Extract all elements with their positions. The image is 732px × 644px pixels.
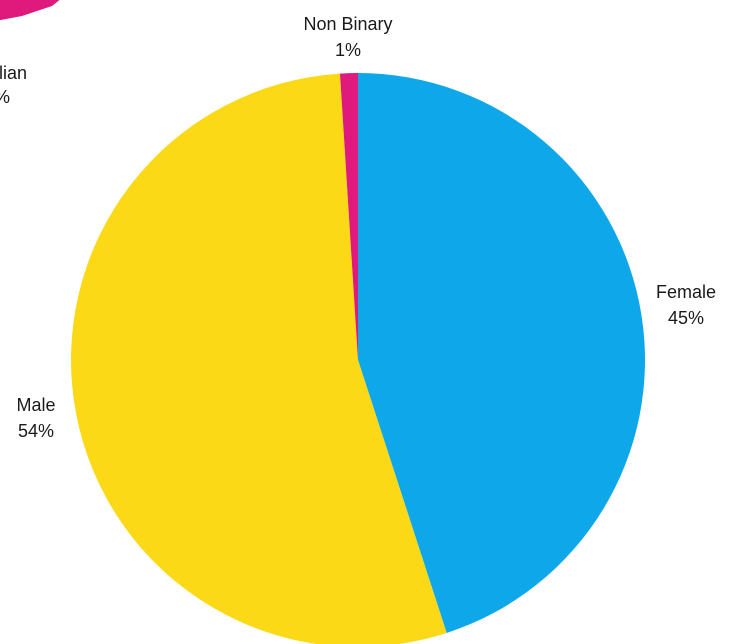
pie-slice-non-binary (339, 73, 358, 360)
slice-percent-label: 45% (668, 308, 704, 328)
partial-percent-label: % (0, 87, 10, 107)
slice-category-label: Male (16, 395, 55, 415)
slice-percent-label: 1% (335, 40, 361, 60)
pie-slice-male (71, 73, 447, 644)
slice-category-label: Female (656, 282, 716, 302)
slice-labels: Female 45% Male 54% Non Binary 1% (16, 14, 716, 441)
pie-slice-female (358, 73, 646, 633)
partial-pie-slice (0, 0, 60, 21)
slice-percent-label: 54% (18, 421, 54, 441)
partial-category-label: alian (0, 63, 27, 83)
slice-category-label: Non Binary (303, 14, 392, 34)
partial-chart-label: alian % (0, 63, 27, 107)
pie-slices (71, 73, 646, 644)
